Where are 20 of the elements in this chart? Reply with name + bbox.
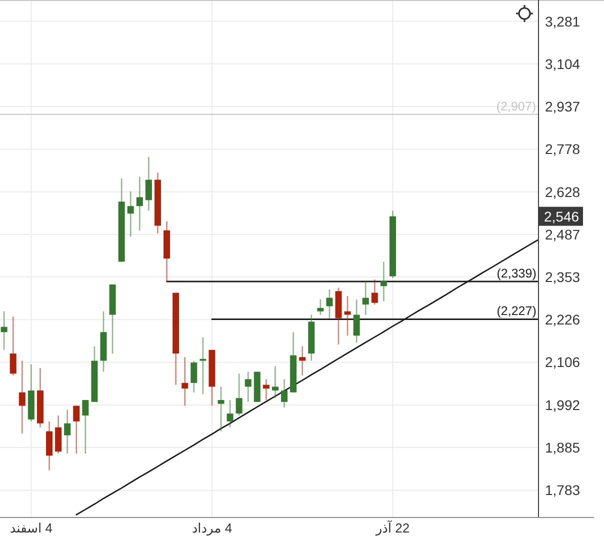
y-tick-label: 2,778 bbox=[545, 141, 580, 158]
x-tick-label: 22 آذر bbox=[376, 520, 410, 536]
x-tick-label: 4 اسفند bbox=[10, 520, 53, 536]
line-label: (2,339) bbox=[496, 266, 536, 280]
annotation: 2,546 bbox=[544, 208, 580, 224]
y-tick-label: 1,885 bbox=[545, 439, 580, 456]
y-tick-label: 3,104 bbox=[545, 56, 580, 72]
y-tick-label: 1,992 bbox=[545, 397, 580, 413]
y-tick-label: 2,487 bbox=[545, 226, 580, 242]
y-tick-label: 3,281 bbox=[545, 13, 580, 30]
price-tag: 2,546 bbox=[539, 206, 583, 226]
x-tick-label: 4 مرداد bbox=[192, 520, 232, 536]
y-tick-label: 2,628 bbox=[545, 184, 580, 200]
y-tick-label: 2,353 bbox=[545, 268, 580, 285]
y-tick-label: 2,226 bbox=[545, 312, 580, 328]
ref-line-label: (2,907) bbox=[496, 99, 536, 114]
y-tick-label: 2,106 bbox=[545, 354, 580, 370]
line-label: (2,227) bbox=[496, 304, 536, 318]
y-tick-label: 1,783 bbox=[545, 482, 580, 498]
y-tick-label: 2,937 bbox=[545, 98, 580, 114]
